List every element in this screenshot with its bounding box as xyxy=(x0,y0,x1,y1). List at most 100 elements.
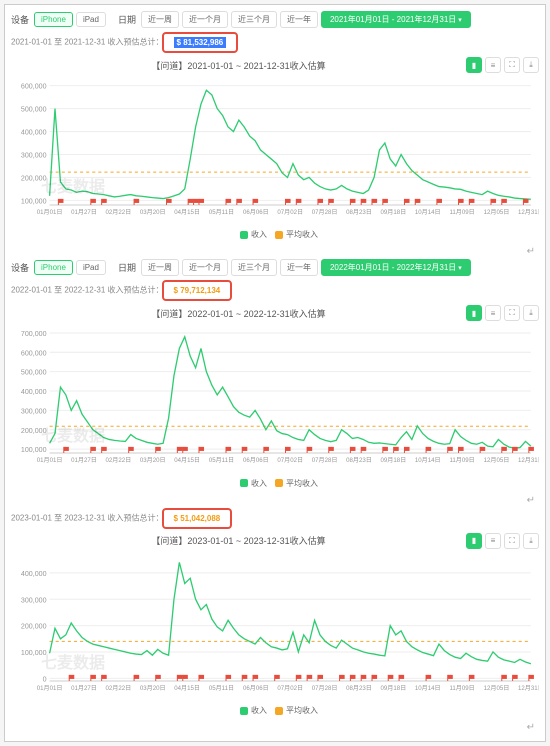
y-tick-label: 200,000 xyxy=(21,174,47,182)
device-iphone[interactable]: iPhone xyxy=(34,12,73,27)
event-marker xyxy=(296,199,301,205)
range-3month[interactable]: 近三个月 xyxy=(231,259,277,276)
line-button[interactable]: ≡ xyxy=(485,305,501,321)
event-marker xyxy=(523,199,528,205)
range-week[interactable]: 近一周 xyxy=(141,259,179,276)
event-marker xyxy=(459,199,464,205)
event-marker xyxy=(199,199,204,205)
x-tick-label: 11月09日 xyxy=(449,209,474,216)
legend-swatch-avg xyxy=(275,479,283,487)
chart-toolbar: ▮≡⛶⤓ xyxy=(466,533,539,549)
device-iphone[interactable]: iPhone xyxy=(34,260,73,275)
download-button[interactable]: ⤓ xyxy=(523,57,539,73)
event-marker xyxy=(285,447,290,453)
event-marker xyxy=(102,447,107,453)
x-tick-label: 03月20日 xyxy=(140,457,166,464)
event-marker xyxy=(134,674,139,680)
filter-row: 设备iPhoneiPad日期近一周近一个月近三个月近一年2021年01月01日 … xyxy=(11,11,539,28)
range-week[interactable]: 近一周 xyxy=(141,11,179,28)
date-range-picker[interactable]: 2021年01月01日 - 2021年12月31日 xyxy=(321,11,471,28)
y-tick-label: 600,000 xyxy=(21,83,47,91)
fullscreen-button[interactable]: ⛶ xyxy=(504,57,520,73)
y-tick-label: 300,000 xyxy=(21,152,47,160)
event-marker xyxy=(329,447,334,453)
x-tick-label: 01月01日 xyxy=(37,457,63,464)
line-chart: 0100,000200,000300,000400,00001月01日01月27… xyxy=(11,551,539,703)
x-tick-label: 10月14日 xyxy=(415,209,441,216)
event-marker xyxy=(242,674,247,680)
range-month[interactable]: 近一个月 xyxy=(182,259,228,276)
event-marker xyxy=(226,447,231,453)
event-marker xyxy=(513,674,518,680)
legend-swatch-revenue xyxy=(240,479,248,487)
line-chart: 100,000200,000300,000400,000500,000600,0… xyxy=(11,75,539,227)
panel-p2023: 2023-01-01 至 2023-12-31 收入预估总计：$ 51,042,… xyxy=(11,508,539,716)
bar-button[interactable]: ▮ xyxy=(466,305,482,321)
summary-line: 2021-01-01 至 2021-12-31 收入预估总计：$ 81,532,… xyxy=(11,32,539,53)
event-marker xyxy=(275,674,280,680)
x-tick-label: 03月20日 xyxy=(140,685,166,692)
bar-button[interactable]: ▮ xyxy=(466,57,482,73)
range-month[interactable]: 近一个月 xyxy=(182,11,228,28)
event-marker xyxy=(91,199,96,205)
event-marker xyxy=(329,199,334,205)
bar-button[interactable]: ▮ xyxy=(466,533,482,549)
summary-mid: 收入预估总计： xyxy=(105,38,163,47)
x-tick-label: 12月05日 xyxy=(484,209,510,216)
event-marker xyxy=(188,199,193,205)
x-tick-label: 01月01日 xyxy=(37,685,63,692)
event-marker xyxy=(183,447,188,453)
x-tick-label: 09月18日 xyxy=(381,457,407,464)
event-marker xyxy=(318,199,323,205)
x-tick-label: 05月11日 xyxy=(209,209,234,216)
x-tick-label: 08月23日 xyxy=(346,457,372,464)
device-ipad[interactable]: iPad xyxy=(76,260,106,275)
device-ipad[interactable]: iPad xyxy=(76,12,106,27)
summary-mid: 收入预估总计： xyxy=(105,286,163,295)
x-tick-label: 01月27日 xyxy=(71,209,97,216)
event-marker xyxy=(361,674,366,680)
x-tick-label: 11月09日 xyxy=(449,457,474,464)
legend: 收入平均收入 xyxy=(11,229,539,240)
x-tick-label: 06月06日 xyxy=(243,457,269,464)
event-marker xyxy=(372,199,377,205)
event-marker xyxy=(58,199,63,205)
legend-label-revenue: 收入 xyxy=(251,479,267,488)
chart-wrap: 100,000200,000300,000400,000500,000600,0… xyxy=(11,75,539,227)
summary-mid: 收入预估总计： xyxy=(105,513,163,522)
line-button[interactable]: ≡ xyxy=(485,57,501,73)
legend-swatch-avg xyxy=(275,231,283,239)
device-label: 设备 xyxy=(11,261,29,274)
legend-swatch-revenue xyxy=(240,707,248,715)
chart-toolbar: ▮≡⛶⤓ xyxy=(466,305,539,321)
x-tick-label: 06月06日 xyxy=(243,685,269,692)
range-year[interactable]: 近一年 xyxy=(280,259,318,276)
x-tick-label: 12月05日 xyxy=(484,457,510,464)
range-year[interactable]: 近一年 xyxy=(280,11,318,28)
event-marker xyxy=(91,447,96,453)
summary-line: 2023-01-01 至 2023-12-31 收入预估总计：$ 51,042,… xyxy=(11,508,539,529)
legend-label-avg: 平均收入 xyxy=(286,230,318,239)
y-tick-label: 200,000 xyxy=(21,622,47,630)
fullscreen-button[interactable]: ⛶ xyxy=(504,533,520,549)
date-range-picker[interactable]: 2022年01月01日 - 2022年12月31日 xyxy=(321,259,471,276)
line-button[interactable]: ≡ xyxy=(485,533,501,549)
page: 设备iPhoneiPad日期近一周近一个月近三个月近一年2021年01月01日 … xyxy=(4,4,546,742)
download-button[interactable]: ⤓ xyxy=(523,305,539,321)
x-tick-label: 04月15日 xyxy=(174,685,200,692)
download-button[interactable]: ⤓ xyxy=(523,533,539,549)
event-marker xyxy=(491,199,496,205)
event-marker xyxy=(156,447,161,453)
total-value: $ 51,042,088 xyxy=(174,514,221,523)
fullscreen-button[interactable]: ⛶ xyxy=(504,305,520,321)
x-tick-label: 11月09日 xyxy=(449,685,474,692)
event-marker xyxy=(426,447,431,453)
range-3month[interactable]: 近三个月 xyxy=(231,11,277,28)
event-marker xyxy=(194,199,199,205)
event-marker xyxy=(264,447,269,453)
event-marker xyxy=(383,199,388,205)
event-marker xyxy=(529,674,534,680)
event-marker xyxy=(237,199,242,205)
y-tick-label: 400,000 xyxy=(21,570,47,578)
total-value: $ 79,712,134 xyxy=(174,286,221,295)
